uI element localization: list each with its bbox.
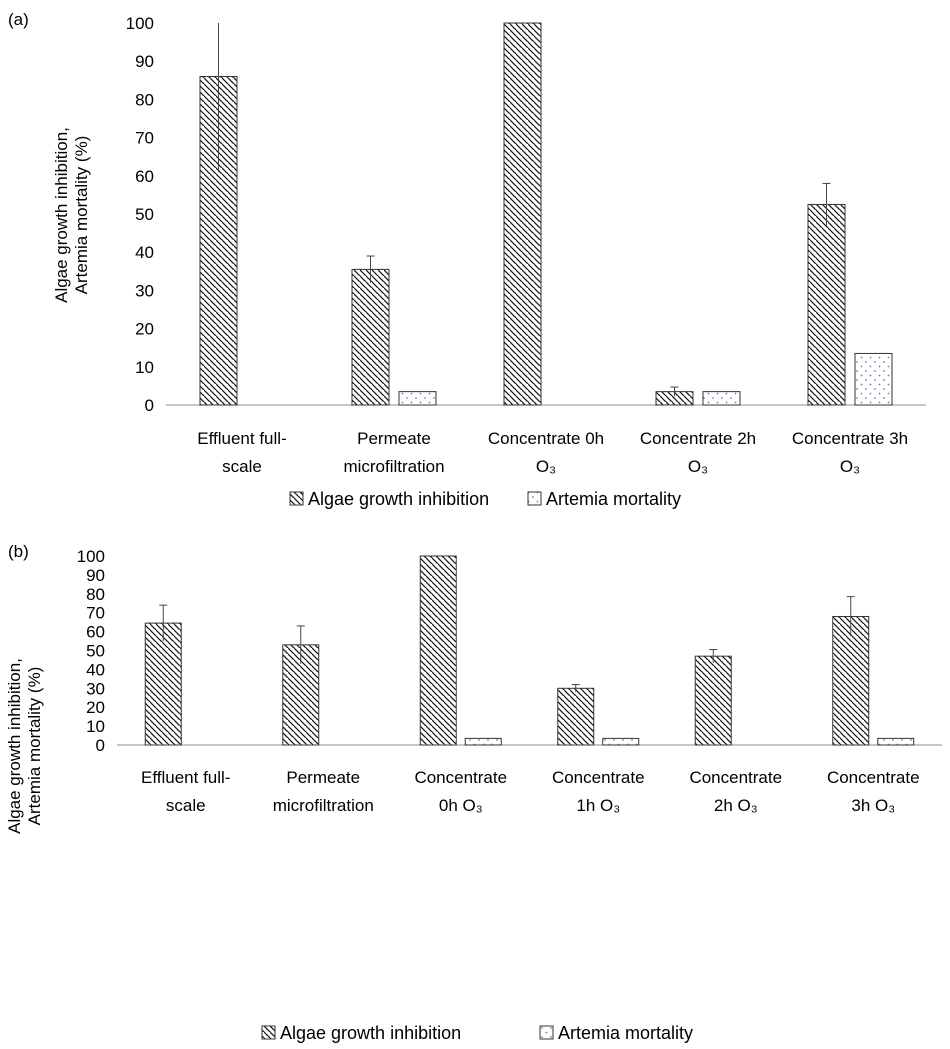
bar-artemia-mortality <box>464 737 502 746</box>
panel-label: (b) <box>8 542 29 561</box>
y-axis-title: Artemia mortality (%) <box>25 667 44 826</box>
y-tick-label: 0 <box>145 396 154 415</box>
legend-label: Artemia mortality <box>558 1023 693 1043</box>
bar-algae-growth-inhibition <box>557 687 595 746</box>
x-category-label: Permeate <box>357 429 431 448</box>
x-category-label: O₃ <box>536 457 556 476</box>
x-category-label: O₃ <box>688 457 708 476</box>
bar-artemia-mortality <box>854 352 893 406</box>
x-category-label: Concentrate 2h <box>640 429 756 448</box>
x-category-label: 3h O₃ <box>851 796 895 815</box>
bar-algae-growth-inhibition <box>144 622 182 746</box>
y-tick-label: 40 <box>86 660 105 679</box>
x-category-label: Effluent full- <box>141 768 230 787</box>
y-tick-label: 60 <box>86 623 105 642</box>
bar-algae-growth-inhibition <box>503 22 542 406</box>
x-category-label: O₃ <box>840 457 860 476</box>
bar-algae-growth-inhibition <box>832 615 870 746</box>
y-tick-label: 80 <box>135 90 154 109</box>
y-tick-label: 20 <box>135 320 154 339</box>
y-tick-label: 10 <box>86 717 105 736</box>
y-tick-label: 30 <box>86 679 105 698</box>
y-tick-label: 10 <box>135 358 154 377</box>
bar-artemia-mortality <box>602 737 640 746</box>
legend-swatch-artemia <box>539 1025 554 1040</box>
x-category-label: microfiltration <box>273 796 374 815</box>
y-axis-title: Algae growth inhibition, <box>52 127 71 303</box>
bar-artemia-mortality <box>702 391 741 406</box>
x-category-label: microfiltration <box>343 457 444 476</box>
bar-algae-growth-inhibition <box>419 555 457 746</box>
legend-swatch-algae <box>261 1025 276 1040</box>
y-tick-label: 20 <box>86 698 105 717</box>
legend-swatch-algae <box>289 491 304 506</box>
x-category-label: Concentrate <box>827 768 920 787</box>
x-category-label: Concentrate <box>552 768 645 787</box>
bar-algae-growth-inhibition <box>694 655 732 746</box>
x-category-label: Concentrate 0h <box>488 429 604 448</box>
bar-algae-growth-inhibition <box>807 203 846 406</box>
chart-panel-b: (b)Algae growth inhibition, Artemia morta… <box>5 542 942 1043</box>
x-category-label: Concentrate <box>414 768 507 787</box>
panel-label: (a) <box>8 10 29 29</box>
y-tick-label: 70 <box>86 604 105 623</box>
y-axis-title: Artemia mortality (%) <box>72 136 91 295</box>
y-tick-label: 0 <box>96 736 105 755</box>
y-tick-label: 70 <box>135 129 154 148</box>
y-tick-label: 50 <box>135 205 154 224</box>
bar-artemia-mortality <box>398 391 437 406</box>
y-tick-label: 30 <box>135 281 154 300</box>
bar-artemia-mortality <box>877 737 915 746</box>
x-category-label: scale <box>222 457 262 476</box>
y-tick-label: 90 <box>86 566 105 585</box>
legend-label: Algae growth inhibition <box>280 1023 461 1043</box>
y-tick-label: 50 <box>86 642 105 661</box>
x-category-label: Concentrate 3h <box>792 429 908 448</box>
y-tick-label: 100 <box>77 547 105 566</box>
chart-panel-a: (a)Algae growth inhibition, Artemia morta… <box>8 10 926 509</box>
y-tick-label: 40 <box>135 243 154 262</box>
x-category-label: scale <box>166 796 206 815</box>
legend-label: Artemia mortality <box>546 489 681 509</box>
y-axis-title: Algae growth inhibition, <box>5 658 24 834</box>
x-category-label: 1h O₃ <box>576 796 620 815</box>
x-category-label: 2h O₃ <box>714 796 758 815</box>
legend-swatch-artemia <box>527 491 542 506</box>
x-category-label: Effluent full- <box>197 429 286 448</box>
legend-label: Algae growth inhibition <box>308 489 489 509</box>
x-category-label: 0h O₃ <box>439 796 483 815</box>
x-category-label: Concentrate <box>689 768 782 787</box>
x-category-label: Permeate <box>286 768 360 787</box>
y-tick-label: 100 <box>126 14 154 33</box>
bar-algae-growth-inhibition <box>351 268 390 406</box>
y-tick-label: 80 <box>86 585 105 604</box>
y-tick-label: 90 <box>135 52 154 71</box>
y-tick-label: 60 <box>135 167 154 186</box>
